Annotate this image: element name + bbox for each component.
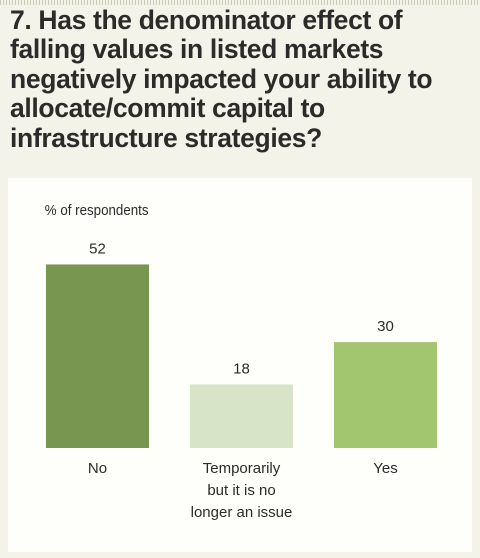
- bar-chart: % of respondents 52 18 30 No Temporarily but…: [45, 201, 437, 521]
- category-label-3: Yes: [373, 460, 397, 477]
- y-axis-label: % of respondents: [45, 201, 149, 218]
- category-label-1: No: [88, 460, 107, 477]
- value-labels-group: 52 18 30: [89, 240, 394, 377]
- bars-group: [46, 264, 437, 448]
- header-hatch: [0, 0, 480, 5]
- bar-1: [46, 264, 149, 448]
- category-label-2: Temporarily but it is no longer an issue: [191, 460, 293, 521]
- value-label-2: 18: [233, 360, 250, 377]
- value-label-3: 30: [377, 318, 394, 335]
- value-label-1: 52: [89, 240, 106, 257]
- chart-panel: % of respondents 52 18 30 No Temporarily but…: [8, 178, 472, 552]
- chart-title: 7. Has the denominator effect of falling…: [10, 5, 433, 153]
- bar-2: [190, 384, 293, 448]
- category-labels-group: No Temporarily but it is no longer an issue…: [88, 460, 398, 521]
- bar-3: [334, 342, 437, 448]
